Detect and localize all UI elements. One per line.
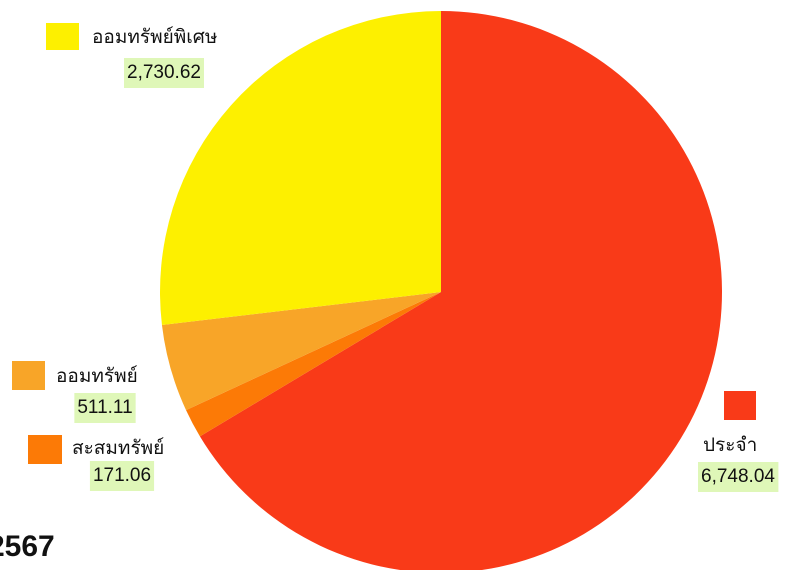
value-label-bg <box>124 58 204 88</box>
value-label: 6,748.04 <box>701 466 775 487</box>
pie-slice <box>186 292 441 437</box>
legend-swatch <box>28 435 62 464</box>
value-label-group: 2,730.62 <box>124 58 204 88</box>
value-label: 171.06 <box>93 465 151 486</box>
value-label-bg <box>74 393 136 423</box>
legend-swatch <box>12 361 45 390</box>
pie-slice <box>160 11 442 326</box>
value-label-group: 511.11 <box>74 393 136 423</box>
value-label-group: 171.06 <box>89 461 155 491</box>
legend-label: ออมทรัพย์พิเศษ <box>92 26 217 48</box>
value-label: 511.11 <box>77 397 132 418</box>
value-label: 2,730.62 <box>127 62 201 83</box>
value-label-bg <box>89 461 155 491</box>
legend-swatch <box>46 23 79 50</box>
legend-label: ออมทรัพย์ <box>56 365 138 387</box>
value-label-group: 6,748.04 <box>698 462 779 492</box>
legend-label: สะสมทรัพย์ <box>72 437 164 459</box>
pie-slice <box>199 11 722 570</box>
legend-label: ประจำ <box>703 435 757 456</box>
pie-slice <box>161 292 441 411</box>
value-label-bg <box>698 462 779 492</box>
legend-swatch <box>724 391 756 420</box>
chart-title: 2567 <box>0 530 55 563</box>
